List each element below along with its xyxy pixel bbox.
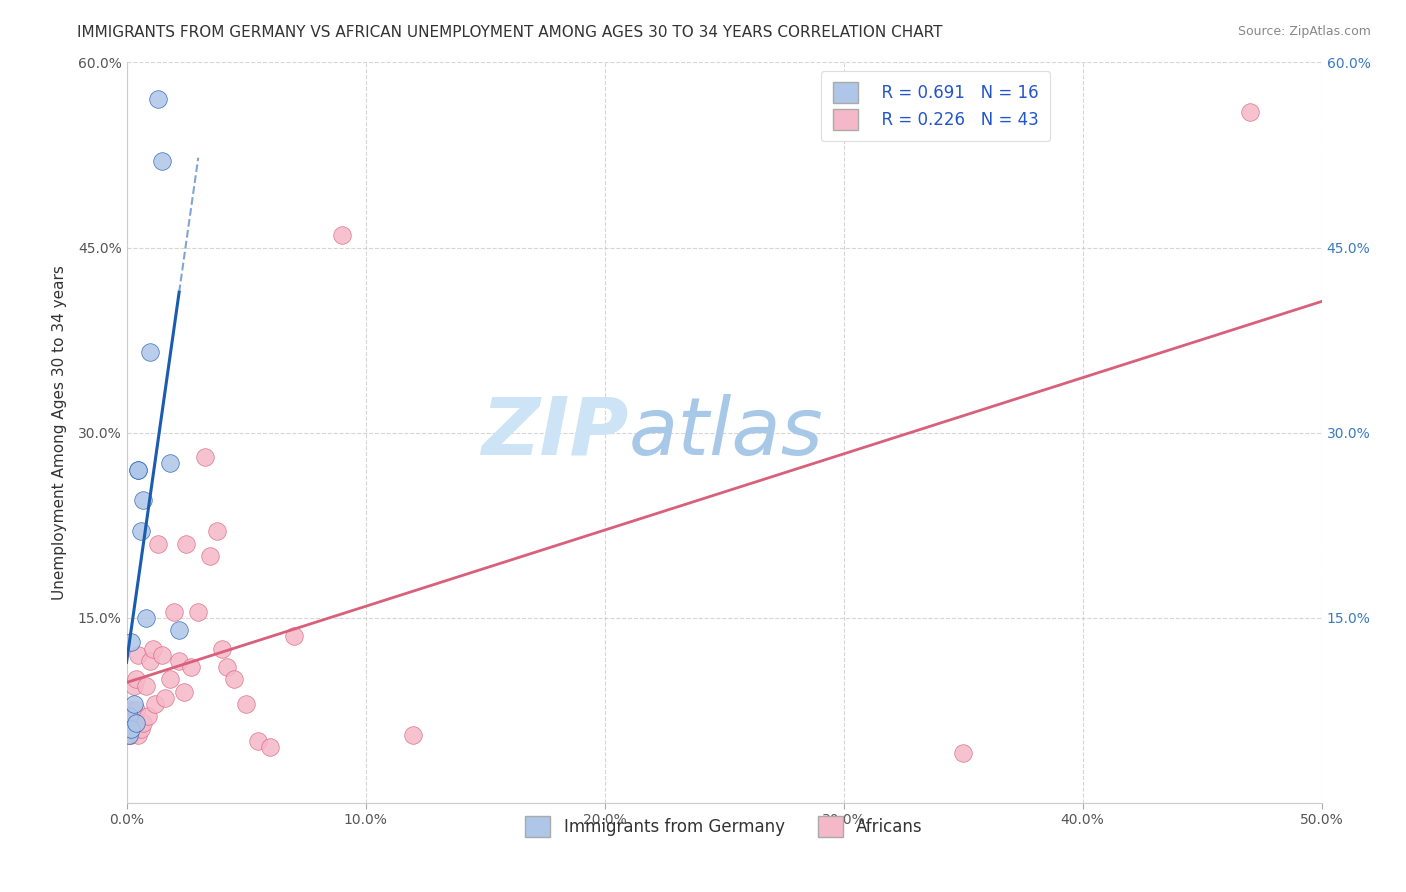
Point [120,715,142,730]
Point [122,679,145,693]
Point [180,660,202,674]
Legend: Immigrants from Germany, Africans: Immigrants from Germany, Africans [512,803,936,850]
Point [235,697,257,711]
Point [159,673,181,687]
Point [143,697,166,711]
Point [153,690,176,705]
Text: Source: ZipAtlas.com: Source: ZipAtlas.com [1237,25,1371,38]
Point [167,623,190,637]
Point [1239,104,1261,119]
Point [173,685,195,699]
Point [118,728,141,742]
Point [139,654,162,668]
Point [120,635,142,649]
Point [125,673,148,687]
Point [135,679,157,693]
Point [132,715,155,730]
Point [125,703,148,717]
Point [127,728,149,742]
Text: ZIP: ZIP [481,393,628,472]
Point [215,660,238,674]
Point [207,524,229,539]
Point [247,734,270,748]
Point [120,722,142,736]
Point [402,728,425,742]
Point [259,740,281,755]
Point [129,524,152,539]
Point [142,641,165,656]
Point [146,536,169,550]
Point [222,673,246,687]
Point [163,605,186,619]
Y-axis label: Unemployment Among Ages 30 to 34 years: Unemployment Among Ages 30 to 34 years [52,265,66,600]
Point [952,747,974,761]
Point [187,605,209,619]
Point [125,715,148,730]
Point [118,709,141,723]
Point [118,728,141,742]
Point [135,610,157,624]
Point [174,536,197,550]
Point [283,629,305,643]
Point [211,641,233,656]
Point [159,457,181,471]
Point [330,228,353,243]
Point [127,462,149,476]
Point [132,493,155,508]
Point [118,709,141,723]
Point [122,722,145,736]
Point [146,92,169,106]
Point [122,697,145,711]
Point [139,345,162,359]
Point [200,549,222,563]
Point [120,703,142,717]
Point [120,728,142,742]
Point [118,722,141,736]
Point [194,450,217,465]
Text: atlas: atlas [628,393,824,472]
Text: IMMIGRANTS FROM GERMANY VS AFRICAN UNEMPLOYMENT AMONG AGES 30 TO 34 YEARS CORREL: IMMIGRANTS FROM GERMANY VS AFRICAN UNEMP… [77,25,943,40]
Point [127,462,149,476]
Point [127,648,149,662]
Point [129,722,152,736]
Point [167,654,190,668]
Point [136,709,159,723]
Point [150,648,174,662]
Point [150,154,174,169]
